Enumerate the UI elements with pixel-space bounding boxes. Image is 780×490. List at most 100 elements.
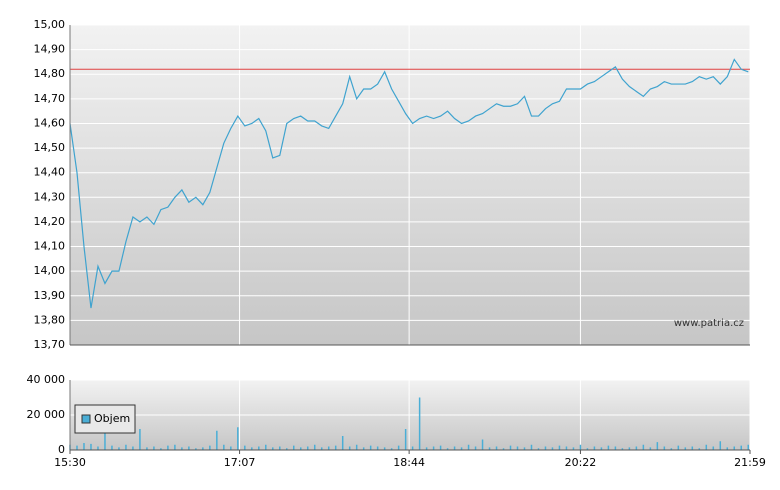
volume-bar: [160, 448, 162, 450]
x-tick-label: 17:07: [224, 456, 256, 469]
y-tick-label: 20 000: [27, 408, 66, 421]
volume-bar: [502, 448, 505, 450]
y-tick-label: 14,00: [34, 264, 66, 277]
y-tick-label: 13,80: [34, 313, 66, 326]
volume-bar: [334, 445, 337, 450]
volume-bar: [320, 447, 323, 450]
volume-bar: [712, 446, 715, 450]
volume-bar: [579, 444, 582, 450]
y-tick-label: 14,90: [34, 43, 66, 56]
volume-bar: [642, 444, 645, 450]
volume-bar: [418, 397, 421, 450]
volume-bar: [209, 445, 211, 450]
volume-bar: [202, 447, 204, 450]
volume-bar: [146, 447, 148, 450]
volume-bar: [411, 446, 414, 450]
volume-bar: [369, 445, 372, 450]
volume-bar: [167, 445, 169, 450]
volume-bar: [265, 444, 267, 450]
volume-bar: [306, 446, 309, 450]
volume-bar: [383, 447, 386, 450]
volume-bar: [237, 427, 239, 450]
y-tick-label: 14,20: [34, 215, 66, 228]
x-tick-label: 15:30: [54, 456, 86, 469]
volume-bar: [286, 448, 288, 450]
volume-bar: [376, 446, 379, 450]
x-tick-label: 18:44: [393, 456, 425, 469]
volume-bar: [348, 446, 351, 450]
volume-bar: [474, 446, 477, 450]
volume-bar: [432, 446, 435, 450]
volume-bar: [174, 444, 176, 450]
volume-bar: [76, 445, 78, 450]
x-tick-label: 20:22: [565, 456, 597, 469]
volume-bar: [299, 447, 302, 450]
volume-bar: [453, 446, 456, 450]
volume-bar: [230, 446, 232, 450]
price-line: [69, 58, 749, 309]
volume-bar: [97, 446, 99, 450]
volume-bar: [355, 444, 358, 450]
y-tick-label: 13,90: [34, 289, 66, 302]
x-tick-label: 21:59: [734, 456, 766, 469]
y-tick-label: 14,60: [34, 116, 66, 129]
volume-bar: [104, 418, 106, 450]
volume-bar: [390, 448, 393, 450]
volume-bar: [481, 439, 484, 450]
price-plot-area: [70, 25, 750, 345]
volume-bar: [404, 429, 407, 450]
y-tick-label: 15,00: [34, 18, 66, 31]
volume-bar: [181, 447, 183, 450]
volume-bar: [719, 441, 722, 450]
volume-bar: [132, 446, 134, 450]
volume-bar: [313, 444, 316, 450]
volume-bar: [670, 448, 673, 450]
volume-bar: [341, 436, 344, 450]
volume-bar: [740, 445, 743, 450]
volume-bar: [279, 446, 281, 450]
volume-bar: [425, 447, 428, 450]
volume-bar: [649, 447, 652, 450]
volume-bar: [684, 447, 687, 450]
volume-bar: [397, 445, 400, 450]
volume-bar: [153, 446, 155, 450]
volume-bar: [439, 445, 442, 450]
volume-bar: [90, 443, 92, 450]
y-tick-label: 14,80: [34, 67, 66, 80]
volume-bar: [195, 448, 197, 450]
volume-bar: [111, 445, 113, 450]
volume-bar: [586, 448, 589, 450]
volume-bar: [551, 447, 554, 450]
volume-bar: [572, 447, 575, 450]
legend-label: Objem: [94, 412, 130, 425]
volume-bar: [698, 448, 701, 450]
legend-swatch: [81, 414, 91, 424]
volume-bar: [677, 445, 680, 450]
volume-bar: [83, 443, 85, 450]
y-tick-label: 14,50: [34, 141, 66, 154]
volume-bar: [600, 447, 603, 450]
volume-bar: [258, 446, 260, 450]
volume-bar: [656, 442, 659, 450]
volume-bar: [530, 444, 533, 450]
volume-bar: [495, 446, 498, 450]
volume-bar: [223, 444, 225, 450]
volume-bar: [537, 448, 540, 450]
volume-bar: [251, 447, 253, 450]
volume-bar: [663, 446, 666, 450]
volume-bar: [244, 445, 246, 450]
volume-bar: [523, 447, 526, 450]
y-tick-label: 0: [58, 443, 65, 456]
volume-bar: [733, 446, 736, 450]
volume-bar: [544, 446, 547, 450]
y-tick-label: 14,70: [34, 92, 66, 105]
volume-bar: [188, 446, 190, 450]
volume-bar: [593, 446, 596, 450]
volume-bar: [488, 447, 491, 450]
y-tick-label: 13,70: [34, 338, 66, 351]
volume-bar: [125, 444, 127, 450]
y-tick-label: 14,40: [34, 166, 66, 179]
volume-bar: [293, 445, 295, 450]
volume-bar: [726, 447, 729, 450]
